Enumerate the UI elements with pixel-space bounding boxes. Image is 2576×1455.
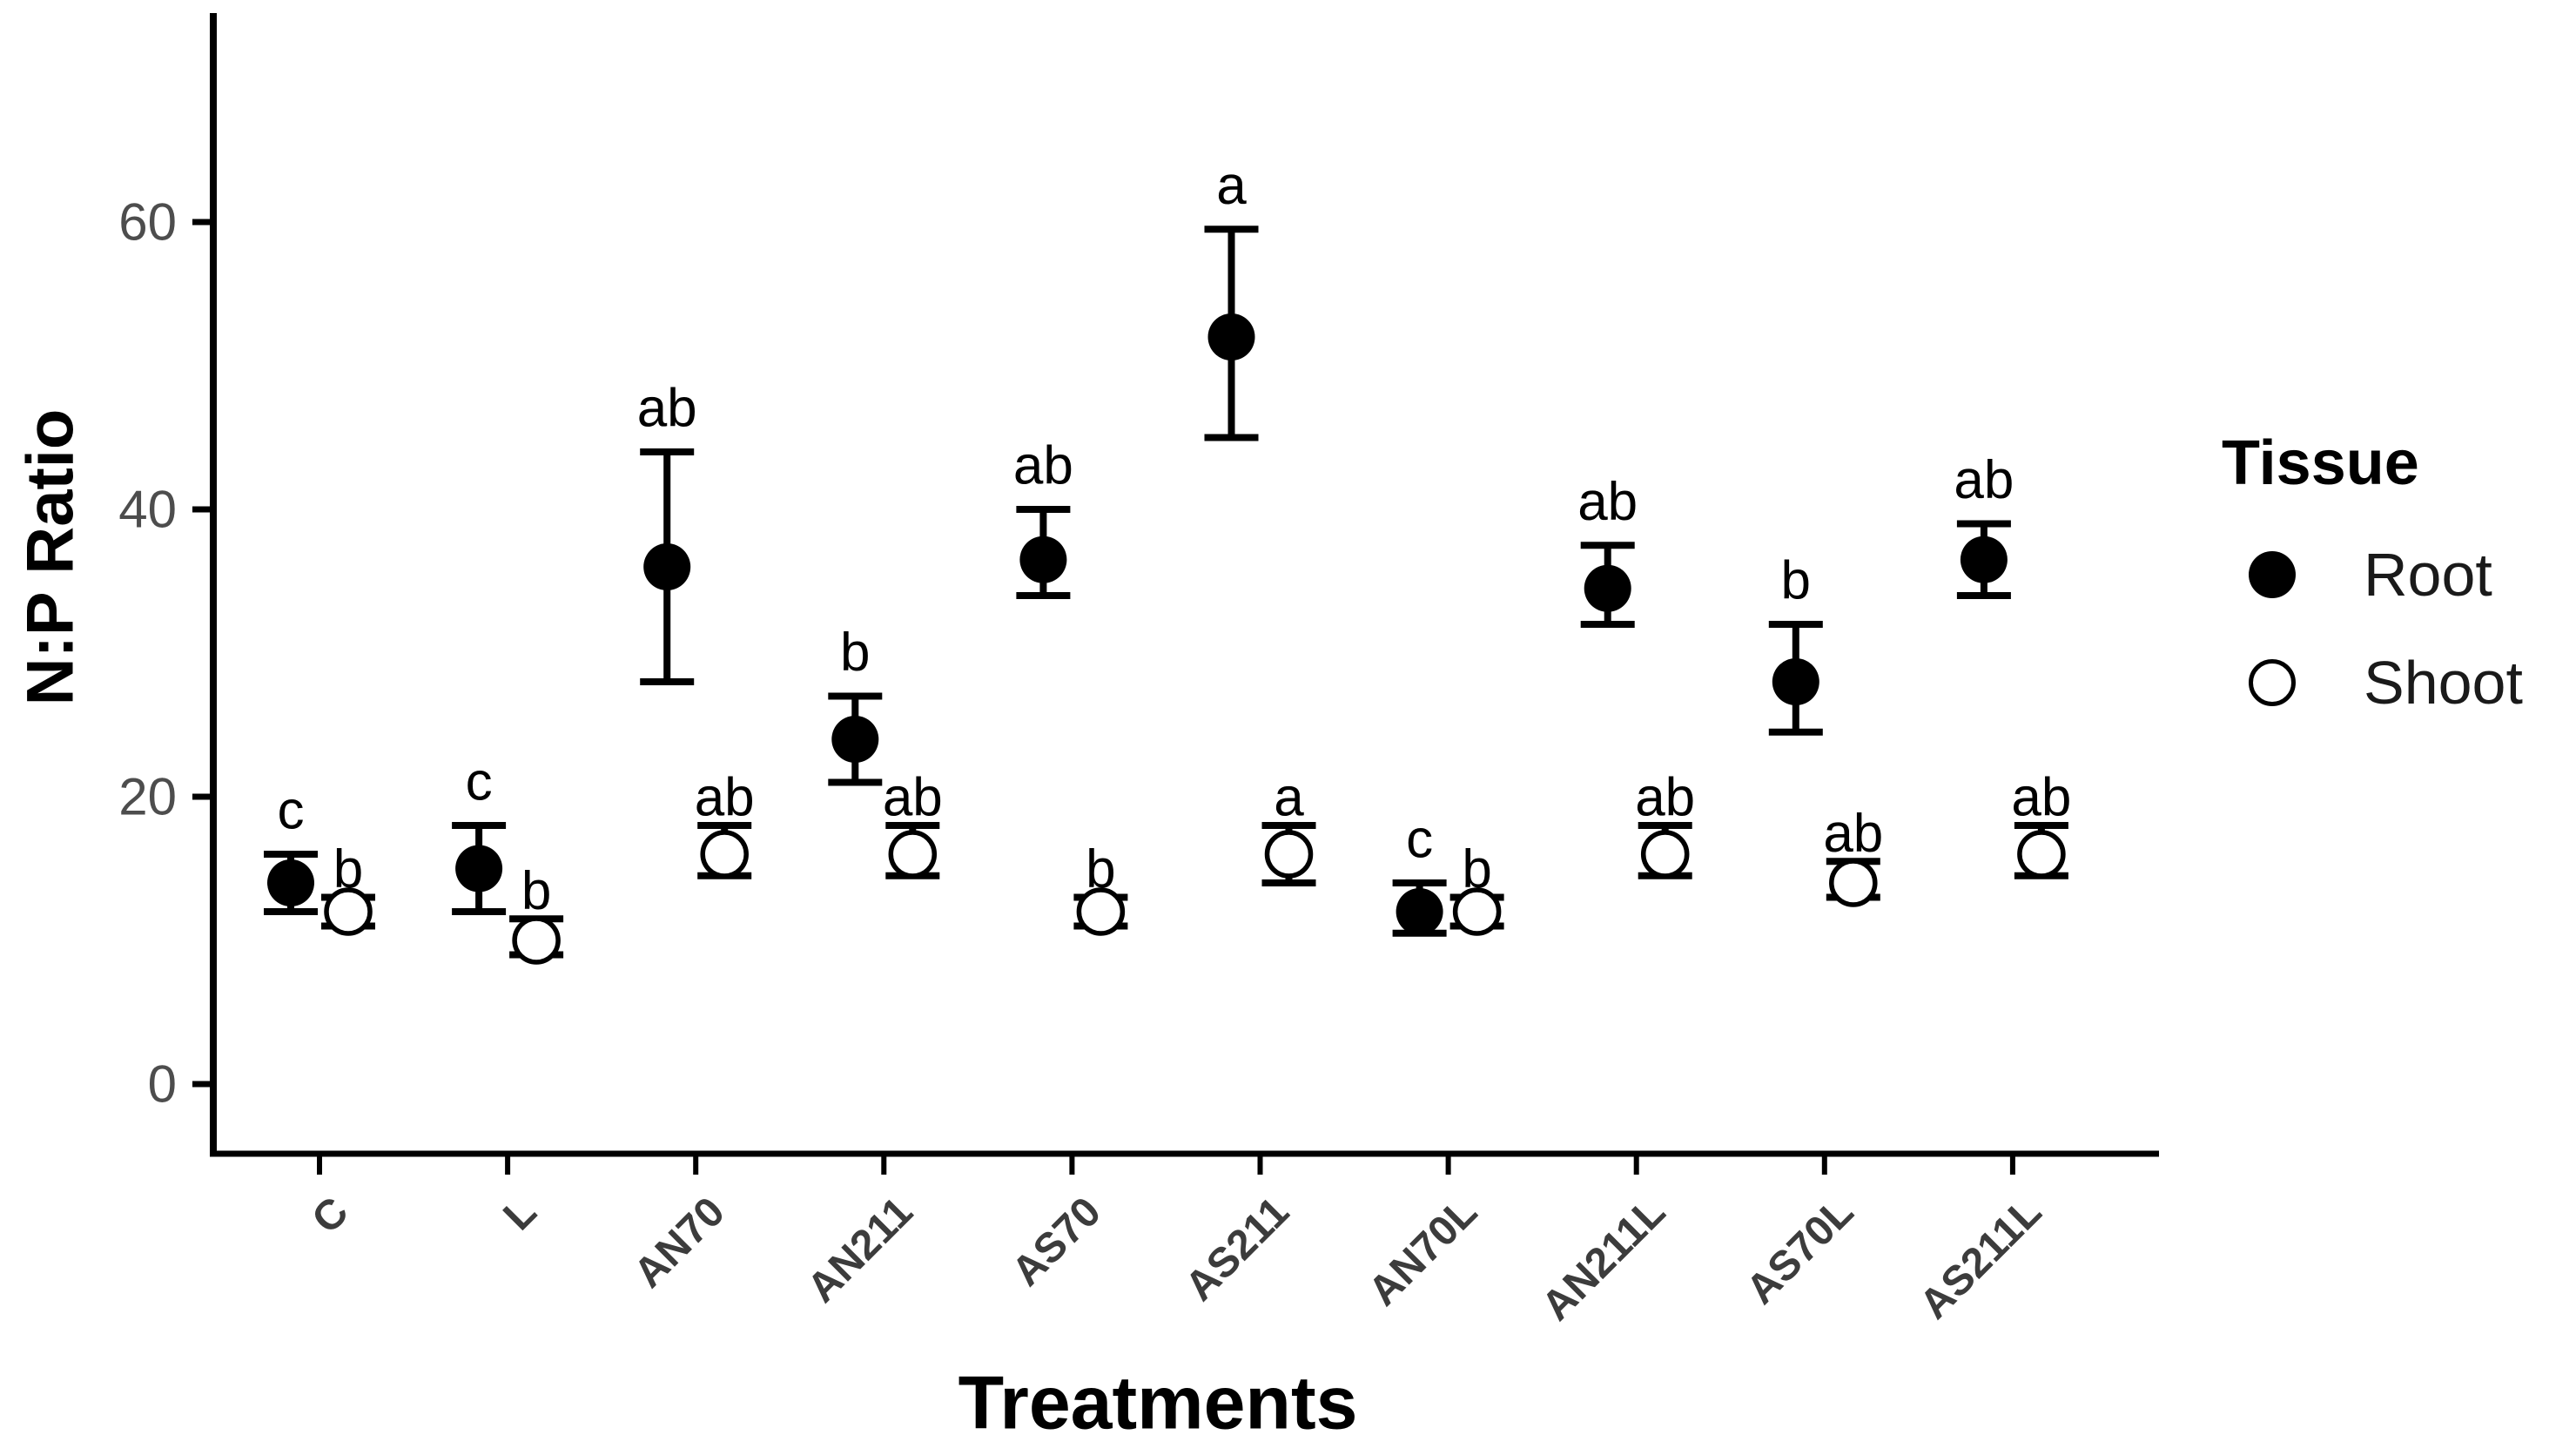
significance-letter: ab bbox=[1954, 450, 2014, 510]
legend-item-shoot: Shoot bbox=[2222, 651, 2523, 714]
y-axis-title: N:P Ratio bbox=[13, 408, 88, 706]
x-tick-label: L bbox=[494, 1189, 545, 1239]
data-point-root bbox=[267, 859, 314, 906]
data-point-root bbox=[831, 716, 879, 763]
data-point-shoot bbox=[512, 916, 561, 965]
legend-label-root: Root bbox=[2364, 541, 2492, 609]
open-circle-icon bbox=[2249, 659, 2296, 706]
x-tick-label: AN211L bbox=[1533, 1189, 1674, 1330]
significance-letter: c bbox=[466, 752, 493, 812]
significance-letter: ab bbox=[1823, 804, 1883, 864]
y-tick-label: 0 bbox=[148, 1055, 177, 1114]
data-point-shoot bbox=[1829, 859, 1878, 907]
x-tick-label: AS211 bbox=[1177, 1189, 1298, 1310]
x-axis-title: Treatments bbox=[958, 1361, 1358, 1445]
significance-letter: b bbox=[1781, 551, 1811, 611]
significance-letter: b bbox=[1462, 839, 1491, 899]
x-tick-label: C bbox=[304, 1189, 358, 1243]
data-point-shoot bbox=[888, 830, 938, 879]
data-point-shoot bbox=[1264, 830, 1314, 879]
data-point-root bbox=[1772, 658, 1819, 705]
significance-letter: b bbox=[333, 839, 363, 899]
significance-letter: a bbox=[1274, 768, 1304, 828]
legend-label-shoot: Shoot bbox=[2364, 649, 2523, 717]
significance-letter: c bbox=[278, 781, 305, 841]
data-point-shoot bbox=[700, 830, 749, 879]
data-point-shoot bbox=[324, 887, 373, 936]
x-tick-label: AN211 bbox=[799, 1189, 922, 1311]
x-tick-label: AS70L bbox=[1738, 1189, 1862, 1313]
data-point-shoot bbox=[1452, 887, 1502, 936]
significance-letter: b bbox=[840, 623, 870, 683]
data-point-root bbox=[1584, 564, 1631, 612]
data-point-root bbox=[1396, 888, 1443, 935]
data-point-shoot bbox=[1076, 887, 1126, 936]
x-tick-label: AS70 bbox=[1004, 1189, 1110, 1295]
legend: Tissue Root Shoot bbox=[2222, 432, 2523, 714]
significance-letter: ab bbox=[883, 768, 943, 828]
x-tick-label: AS211L bbox=[1911, 1189, 2050, 1328]
y-tick-label: 20 bbox=[118, 768, 177, 826]
x-tick-label: AN70 bbox=[625, 1189, 733, 1297]
data-point-root bbox=[1960, 536, 2008, 583]
significance-letter: b bbox=[521, 861, 551, 921]
filled-circle-icon bbox=[2249, 551, 2296, 598]
significance-letter: ab bbox=[1577, 472, 1638, 532]
significance-letter: b bbox=[1086, 839, 1115, 899]
significance-letter: c bbox=[1406, 810, 1433, 870]
data-point-root bbox=[1207, 313, 1255, 360]
data-point-root bbox=[643, 543, 691, 590]
significance-letter: ab bbox=[1013, 436, 1073, 496]
legend-item-root: Root bbox=[2222, 543, 2523, 606]
significance-letter: ab bbox=[2011, 768, 2071, 828]
significance-letter: ab bbox=[637, 379, 697, 439]
significance-letter: a bbox=[1216, 156, 1247, 216]
significance-letter: ab bbox=[695, 768, 755, 828]
significance-letter: ab bbox=[1635, 768, 1695, 828]
legend-title: Tissue bbox=[2222, 428, 2419, 498]
data-point-root bbox=[455, 845, 503, 893]
x-tick-label: AN70L bbox=[1360, 1189, 1486, 1315]
data-point-shoot bbox=[1640, 830, 1690, 879]
data-point-shoot bbox=[2017, 830, 2066, 879]
y-tick-label: 40 bbox=[118, 481, 177, 539]
data-point-root bbox=[1019, 536, 1067, 583]
y-tick-label: 60 bbox=[118, 193, 177, 252]
